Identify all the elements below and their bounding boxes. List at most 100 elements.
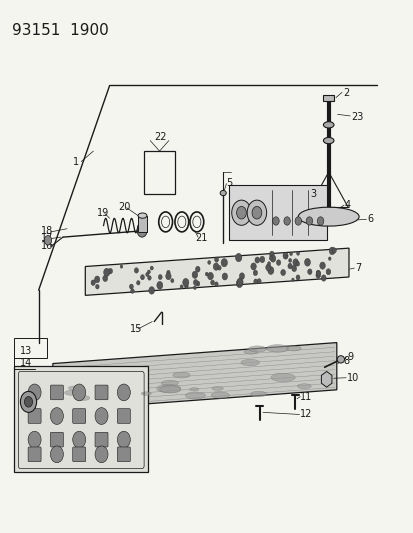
Circle shape — [24, 397, 33, 407]
Ellipse shape — [220, 190, 226, 196]
Circle shape — [214, 257, 218, 262]
Text: 15: 15 — [130, 325, 142, 335]
Circle shape — [50, 446, 63, 463]
Text: 17: 17 — [40, 233, 53, 243]
Circle shape — [295, 275, 299, 280]
Circle shape — [95, 408, 108, 424]
Text: 22: 22 — [154, 132, 166, 142]
Text: 10: 10 — [346, 373, 358, 383]
Ellipse shape — [297, 384, 311, 389]
Circle shape — [147, 270, 150, 274]
Ellipse shape — [161, 380, 178, 386]
Circle shape — [320, 275, 325, 281]
Circle shape — [117, 431, 130, 448]
Circle shape — [282, 253, 287, 259]
FancyBboxPatch shape — [138, 216, 147, 232]
Circle shape — [221, 259, 227, 267]
Text: 12: 12 — [299, 409, 312, 419]
Circle shape — [268, 256, 272, 260]
Ellipse shape — [141, 392, 151, 395]
Circle shape — [231, 200, 251, 225]
Text: 21: 21 — [195, 233, 206, 243]
Circle shape — [94, 276, 100, 283]
Circle shape — [157, 281, 162, 289]
Ellipse shape — [138, 213, 147, 218]
Circle shape — [296, 252, 299, 255]
Circle shape — [137, 224, 147, 237]
Circle shape — [252, 206, 261, 219]
Circle shape — [207, 272, 213, 280]
Circle shape — [192, 271, 197, 278]
FancyBboxPatch shape — [73, 409, 85, 423]
Text: 4: 4 — [344, 199, 350, 209]
Text: 5: 5 — [226, 177, 232, 188]
Circle shape — [291, 278, 294, 281]
Circle shape — [254, 257, 259, 263]
Circle shape — [328, 257, 330, 260]
Circle shape — [214, 282, 218, 286]
Circle shape — [207, 261, 210, 264]
Circle shape — [291, 265, 296, 272]
Ellipse shape — [337, 356, 344, 363]
Circle shape — [120, 265, 123, 268]
Text: 7: 7 — [354, 263, 361, 273]
Circle shape — [247, 200, 266, 225]
Ellipse shape — [286, 346, 300, 351]
Ellipse shape — [211, 386, 223, 390]
Circle shape — [267, 262, 270, 265]
Ellipse shape — [266, 344, 288, 352]
Circle shape — [140, 274, 144, 280]
FancyBboxPatch shape — [73, 447, 85, 462]
Circle shape — [288, 259, 291, 262]
Text: 16: 16 — [40, 240, 53, 251]
Ellipse shape — [172, 372, 190, 378]
Circle shape — [165, 273, 171, 280]
Text: 19: 19 — [96, 208, 109, 218]
Circle shape — [331, 248, 335, 253]
Circle shape — [129, 284, 133, 289]
FancyBboxPatch shape — [50, 385, 63, 400]
Circle shape — [195, 266, 199, 272]
Circle shape — [316, 270, 320, 276]
Ellipse shape — [297, 207, 358, 226]
Circle shape — [28, 431, 41, 448]
Ellipse shape — [74, 395, 90, 401]
Polygon shape — [85, 248, 348, 295]
Circle shape — [217, 265, 221, 270]
Text: 18: 18 — [40, 226, 53, 236]
FancyBboxPatch shape — [117, 409, 130, 423]
Circle shape — [147, 276, 151, 280]
Circle shape — [44, 236, 52, 245]
Circle shape — [95, 446, 108, 463]
FancyBboxPatch shape — [229, 185, 326, 240]
FancyBboxPatch shape — [28, 447, 41, 462]
Circle shape — [259, 256, 264, 263]
Ellipse shape — [211, 392, 229, 398]
Circle shape — [182, 278, 188, 286]
Circle shape — [103, 268, 109, 277]
Circle shape — [285, 255, 287, 259]
Circle shape — [283, 217, 290, 225]
Circle shape — [50, 408, 63, 424]
Ellipse shape — [271, 373, 294, 382]
Circle shape — [287, 263, 292, 269]
Text: 93151  1900: 93151 1900 — [12, 22, 109, 37]
Text: 13: 13 — [20, 346, 33, 357]
Circle shape — [253, 279, 257, 284]
Circle shape — [213, 263, 218, 270]
Circle shape — [193, 286, 196, 289]
FancyBboxPatch shape — [117, 447, 130, 462]
Text: 6: 6 — [366, 214, 373, 224]
Circle shape — [236, 279, 242, 288]
FancyBboxPatch shape — [28, 409, 41, 423]
Circle shape — [28, 384, 41, 401]
Circle shape — [328, 247, 334, 255]
Circle shape — [250, 263, 256, 270]
Circle shape — [292, 259, 298, 266]
Circle shape — [20, 391, 36, 413]
Circle shape — [73, 431, 85, 448]
Circle shape — [237, 278, 242, 286]
Circle shape — [280, 270, 285, 276]
Ellipse shape — [240, 359, 259, 366]
Circle shape — [166, 270, 170, 274]
